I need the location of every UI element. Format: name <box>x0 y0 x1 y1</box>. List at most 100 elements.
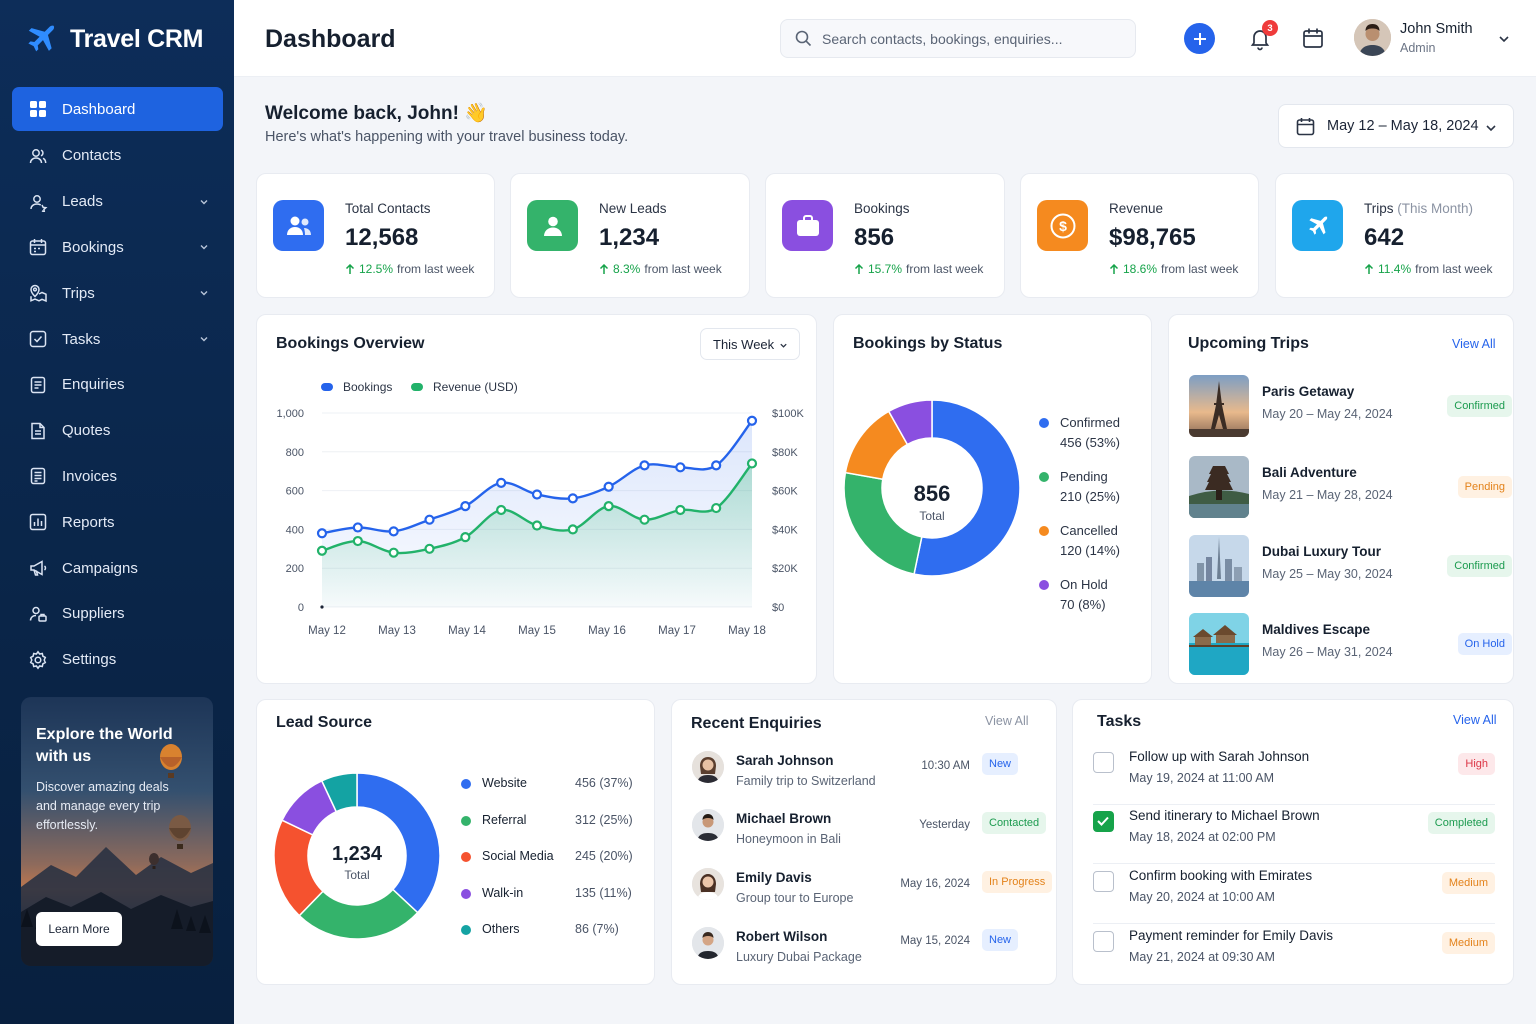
stat-label: Bookings <box>854 201 910 216</box>
trip-row[interactable]: Bali Adventure May 21 – May 28, 2024 Pen… <box>1189 456 1512 518</box>
sidebar-item-label: Trips <box>62 284 95 302</box>
calendar-icon[interactable] <box>1302 27 1324 49</box>
sidebar-item-reports[interactable]: Reports <box>12 499 223 545</box>
donut-slice-website <box>356 772 441 914</box>
period-select[interactable]: This Week <box>700 328 800 360</box>
task-row[interactable]: Confirm booking with Emirates May 20, 20… <box>1093 866 1495 924</box>
avatar <box>692 809 724 841</box>
view-all-link[interactable]: View All <box>1452 337 1496 351</box>
legend-item-revenue: Revenue (USD) <box>411 380 518 394</box>
task-date: May 20, 2024 at 10:00 AM <box>1129 890 1275 904</box>
avatar <box>692 927 724 959</box>
bookings-point <box>424 514 435 525</box>
legend-dot <box>1039 526 1049 536</box>
task-row[interactable]: Send itinerary to Michael Brown May 18, … <box>1093 806 1495 864</box>
sidebar-item-quotes[interactable]: Quotes <box>12 408 223 454</box>
chevron-down-icon[interactable] <box>199 242 209 252</box>
lead-source-card: Lead Source 1,234 Total Website 456 (37%)… <box>256 699 655 985</box>
enquiry-row[interactable]: Emily Davis Group tour to Europe May 16,… <box>692 868 1053 914</box>
status-badge: On Hold <box>1457 633 1512 655</box>
quote-doc-icon <box>28 421 48 441</box>
bookings-point <box>388 526 399 537</box>
sidebar-item-invoices[interactable]: Invoices <box>12 454 223 500</box>
legend-value: 70 (8%) <box>1060 597 1106 612</box>
trip-row[interactable]: Paris Getaway May 20 – May 24, 2024 Conf… <box>1189 375 1512 437</box>
priority-badge: Medium <box>1441 932 1495 954</box>
view-all-link[interactable]: View All <box>1453 713 1497 727</box>
user-name[interactable]: John Smith <box>1400 21 1473 37</box>
stat-card-new-leads[interactable]: New Leads 1,234 8.3% from last week <box>510 173 750 298</box>
search-box[interactable] <box>780 19 1136 58</box>
legend-value: 456 (37%) <box>575 776 633 790</box>
donut-total: 856 <box>913 481 951 506</box>
task-checkbox[interactable] <box>1093 931 1114 952</box>
sidebar-item-leads[interactable]: Leads <box>12 179 223 225</box>
bookings-point <box>352 522 363 533</box>
chevron-down-icon[interactable] <box>199 197 209 207</box>
trip-name: Maldives Escape <box>1262 622 1371 637</box>
chevron-down-icon[interactable] <box>199 334 209 344</box>
enquiry-row[interactable]: Sarah Johnson Family trip to Switzerland… <box>692 751 1052 797</box>
x-tick-label: May 12 <box>308 625 346 637</box>
revenue-point <box>639 514 650 525</box>
stat-change: 8.3% from last week <box>599 262 722 276</box>
enquiry-desc: Family trip to Switzerland <box>736 774 876 788</box>
maldives-villa-image <box>1189 613 1249 675</box>
hot-air-balloon-icon <box>149 853 159 869</box>
trip-name: Dubai Luxury Tour <box>1262 544 1382 559</box>
sidebar-item-tasks[interactable]: Tasks <box>12 316 223 362</box>
stat-card-revenue[interactable]: $ Revenue $98,765 18.6% from last week <box>1020 173 1259 298</box>
sidebar-item-label: Leads <box>62 193 103 211</box>
legend-dot <box>461 925 471 935</box>
enquiry-desc: Honeymoon in Bali <box>736 832 841 846</box>
task-checkbox[interactable] <box>1093 752 1114 773</box>
stat-card-bookings[interactable]: Bookings 856 15.7% from last week <box>765 173 1005 298</box>
stat-change: 12.5% from last week <box>345 262 474 276</box>
priority-badge: Completed <box>1427 812 1495 834</box>
revenue-point <box>603 501 614 512</box>
task-checkbox[interactable] <box>1093 871 1114 892</box>
avatar[interactable] <box>1354 19 1391 56</box>
revenue-point <box>460 532 471 543</box>
stat-label: Revenue <box>1109 201 1164 216</box>
stat-card-trips[interactable]: Trips (This Month) 642 11.4% from last we… <box>1275 173 1514 298</box>
bookings-point <box>316 528 328 539</box>
enquiry-row[interactable]: Michael Brown Honeymoon in Bali Yesterda… <box>692 809 1052 855</box>
status-badge: Contacted <box>982 812 1047 834</box>
task-row[interactable]: Follow up with Sarah Johnson May 19, 202… <box>1093 747 1495 805</box>
sidebar-item-enquiries[interactable]: Enquiries <box>12 362 223 408</box>
sidebar-item-suppliers[interactable]: Suppliers <box>12 591 223 637</box>
task-checkbox[interactable] <box>1093 811 1114 832</box>
add-button[interactable] <box>1184 23 1215 54</box>
legend-dot <box>461 779 471 789</box>
view-all-link[interactable]: View All <box>985 714 1029 728</box>
stat-card-total-contacts[interactable]: Total Contacts 12,568 12.5% from last wee… <box>256 173 495 298</box>
learn-more-button[interactable]: Learn More <box>36 912 122 946</box>
chevron-down-icon[interactable] <box>199 288 209 298</box>
avatar <box>692 868 724 900</box>
stat-icon-bg <box>527 200 578 251</box>
search-input[interactable] <box>822 30 1112 47</box>
sidebar-item-bookings[interactable]: Bookings <box>12 225 223 271</box>
trip-dates: May 20 – May 24, 2024 <box>1262 407 1393 421</box>
chevron-down-icon[interactable] <box>1498 33 1510 45</box>
trip-row[interactable]: Dubai Luxury Tour May 25 – May 30, 2024 … <box>1189 535 1512 597</box>
bookings-point <box>531 489 543 500</box>
legend-item-confirmed: Confirmed 456 (53%) <box>1039 413 1120 453</box>
status-badge: New <box>982 753 1019 775</box>
date-range-picker[interactable]: May 12 – May 18, 2024 <box>1278 104 1514 148</box>
task-row[interactable]: Payment reminder for Emily Davis May 21,… <box>1093 926 1495 984</box>
legend-value: 86 (7%) <box>575 922 619 936</box>
sidebar-item-settings[interactable]: Settings <box>12 637 223 683</box>
bookings-status-donut <box>843 399 1021 577</box>
trip-row[interactable]: Maldives Escape May 26 – May 31, 2024 On… <box>1189 613 1512 675</box>
sidebar-item-contacts[interactable]: Contacts <box>12 133 223 179</box>
legend-dot <box>461 852 471 862</box>
origin-point <box>320 605 324 609</box>
x-tick-label: May 17 <box>658 625 696 637</box>
sidebar-item-dashboard[interactable]: Dashboard <box>12 87 223 131</box>
sidebar-item-trips[interactable]: Trips <box>12 270 223 316</box>
brand[interactable]: Travel CRM <box>24 22 203 56</box>
sidebar-item-campaigns[interactable]: Campaigns <box>12 545 223 591</box>
enquiry-row[interactable]: Robert Wilson Luxury Dubai Package May 1… <box>692 927 1052 973</box>
